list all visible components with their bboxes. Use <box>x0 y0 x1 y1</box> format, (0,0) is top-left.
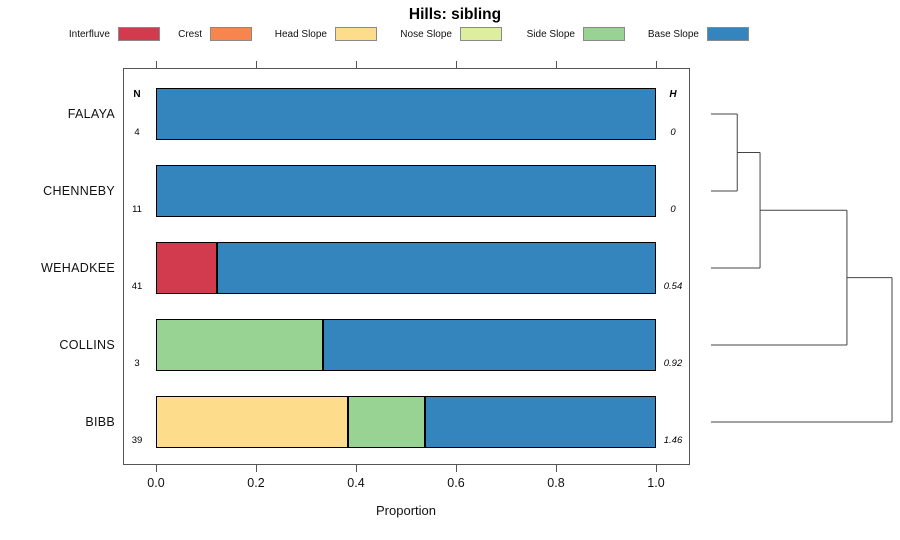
n-value-collins: 3 <box>134 358 140 369</box>
row-label-collins: COLLINS <box>59 337 115 352</box>
bar-segment-collins-base-slope <box>322 319 656 371</box>
row-label-chenneby: CHENNEBY <box>43 183 115 198</box>
x-axis-tick-bottom <box>355 465 357 472</box>
bar-segment-chenneby-base-slope <box>156 165 656 217</box>
chart-title: Hills: sibling <box>408 6 502 23</box>
x-axis-tick-bottom <box>455 465 457 472</box>
x-axis-tick-top <box>155 61 157 68</box>
legend-label-nose-slope: Nose Slope <box>400 29 452 40</box>
x-axis-tick-bottom <box>655 465 657 472</box>
bar-wehadkee <box>156 242 656 294</box>
x-axis-tick-label: 0.2 <box>247 476 265 490</box>
h-value-wehadkee: 0.54 <box>663 281 683 292</box>
n-value-bibb: 39 <box>131 435 143 446</box>
x-axis-tick-top <box>455 61 457 68</box>
x-axis-tick-label: 0.0 <box>147 476 165 490</box>
n-value-falaya: 4 <box>134 127 140 138</box>
row-label-falaya: FALAYA <box>67 106 115 121</box>
legend-swatch-crest-icon <box>210 27 252 41</box>
bar-segment-bibb-side-slope <box>348 396 426 448</box>
x-axis-tick-label: 0.4 <box>347 476 365 490</box>
x-axis-tick-bottom <box>255 465 257 472</box>
x-axis-tick-label: 1.0 <box>647 476 665 490</box>
bar-segment-wehadkee-interfluve <box>156 242 217 294</box>
h-value-chenneby: 0 <box>670 204 676 215</box>
legend-swatch-nose-slope-icon <box>460 27 502 41</box>
bar-segment-collins-side-slope <box>156 319 323 371</box>
h-value-falaya: 0 <box>670 127 676 138</box>
x-axis-tick-bottom <box>555 465 557 472</box>
x-axis-title: Proportion <box>376 503 436 518</box>
legend-swatch-interfluve-icon <box>118 27 160 41</box>
x-axis-tick-label: 0.6 <box>447 476 465 490</box>
x-axis-tick-top <box>555 61 557 68</box>
legend-label-base-slope: Base Slope <box>647 29 699 40</box>
n-value-wehadkee: 41 <box>131 281 143 292</box>
bar-segment-wehadkee-base-slope <box>217 242 656 294</box>
x-axis-tick-top <box>355 61 357 68</box>
bar-chenneby <box>156 165 656 217</box>
bar-segment-bibb-base-slope <box>425 396 656 448</box>
h-value-collins: 0.92 <box>663 358 683 369</box>
n-column-header: N <box>133 89 141 100</box>
x-axis-tick-label: 0.8 <box>547 476 565 490</box>
legend-swatch-side-slope-icon <box>583 27 625 41</box>
legend-label-interfluve: Interfluve <box>68 29 110 40</box>
x-axis-tick-top <box>255 61 257 68</box>
n-value-chenneby: 11 <box>132 204 142 215</box>
bar-collins <box>156 319 656 371</box>
legend-label-crest: Crest <box>178 29 202 40</box>
bar-falaya <box>156 88 656 140</box>
x-axis-tick-bottom <box>155 465 157 472</box>
legend-label-head-slope: Head Slope <box>274 29 327 40</box>
legend-label-side-slope: Side Slope <box>526 29 575 40</box>
h-column-header: H <box>669 89 677 100</box>
row-label-wehadkee: WEHADKEE <box>41 260 115 275</box>
bar-segment-falaya-base-slope <box>156 88 656 140</box>
h-value-bibb: 1.46 <box>663 435 683 446</box>
legend-swatch-head-slope-icon <box>335 27 377 41</box>
plot-box <box>123 68 690 465</box>
row-label-bibb: BIBB <box>85 414 115 429</box>
x-axis-tick-top <box>655 61 657 68</box>
bar-segment-bibb-head-slope <box>156 396 349 448</box>
legend-swatch-base-slope-icon <box>707 27 749 41</box>
bar-bibb <box>156 396 656 448</box>
